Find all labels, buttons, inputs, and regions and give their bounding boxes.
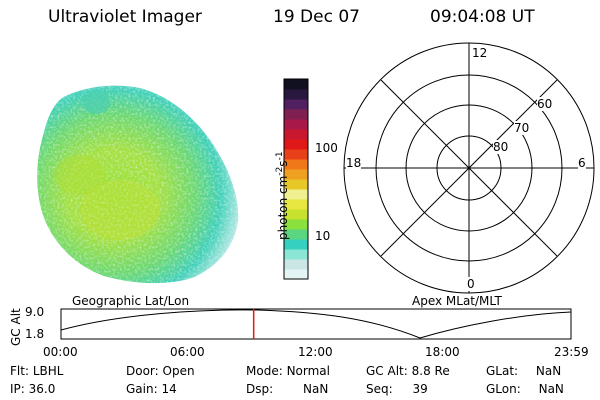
colorbar-swatch <box>284 219 308 230</box>
gcalt-value: 8.8 Re <box>411 364 450 378</box>
timeline-tick-0600: 06:00 <box>170 345 205 359</box>
colorbar-swatch <box>284 269 308 280</box>
polar-diagonal-b <box>380 79 558 257</box>
colorbar-swatch <box>284 229 308 240</box>
gcalt-label: GC Alt: <box>366 364 408 378</box>
mode-label: Mode: <box>246 364 283 378</box>
polar-label-18: 18 <box>346 156 362 170</box>
ip-label: IP: <box>10 382 25 396</box>
ip-field: IP: 36.0 <box>10 382 55 396</box>
timeline-tick-2359: 23:59 <box>554 345 589 359</box>
colorbar-swatch <box>284 99 308 110</box>
colorbar-border <box>283 78 309 280</box>
colorbar-swatch <box>284 239 308 250</box>
ip-value: 36.0 <box>28 382 56 396</box>
colorbar-swatch <box>284 149 308 160</box>
glat-value: NaN <box>535 364 562 378</box>
gain-label: Gain: <box>126 382 158 396</box>
colorbar-swatch <box>284 259 308 270</box>
gain-value: 14 <box>161 382 177 396</box>
dsp-field: Dsp: NaN <box>246 382 328 396</box>
colorbar-swatch <box>284 89 308 100</box>
mode-field: Mode: Normal <box>246 364 330 378</box>
colorbar-swatch <box>284 139 308 150</box>
altitude-curve <box>60 309 572 339</box>
colorbar-swatch <box>284 129 308 140</box>
colorbar-swatch <box>284 189 308 200</box>
geographic-label: Geographic Lat/Lon <box>72 294 190 308</box>
glon-label: GLon: <box>486 382 521 396</box>
timeline-tick-1800: 18:00 <box>425 345 460 359</box>
timeline-tick-1200: 12:00 <box>298 345 333 359</box>
colorbar-swatch <box>284 79 308 90</box>
flt-value: LBHL <box>32 364 64 378</box>
instrument-title: Ultraviolet Imager <box>48 7 202 27</box>
colorbar <box>283 78 309 280</box>
colorbar-swatch <box>284 209 308 220</box>
polar-label-12: 12 <box>472 46 488 60</box>
dsp-label: Dsp: <box>246 382 274 396</box>
timeline-ymax: 9.0 <box>25 305 45 319</box>
polar-label-70: 70 <box>514 121 530 135</box>
mode-value: Normal <box>286 364 330 378</box>
door-field: Door: Open <box>126 364 195 378</box>
gcalt-field: GC Alt: 8.8 Re <box>366 364 450 378</box>
colorbar-swatch <box>284 249 308 260</box>
polar-label-80: 80 <box>493 140 509 154</box>
colorbar-swatch <box>284 109 308 120</box>
glon-field: GLon: NaN <box>486 382 564 396</box>
glat-label: GLat: <box>486 364 519 378</box>
flt-field: Flt: LBHL <box>10 364 63 378</box>
gain-field: Gain: 14 <box>126 382 177 396</box>
colorbar-swatch <box>284 119 308 130</box>
time-label: 09:04:08 UT <box>430 7 535 27</box>
timeline-tick-0000: 00:00 <box>43 345 78 359</box>
colorbar-swatch <box>284 179 308 190</box>
seq-field: Seq: 39 <box>366 382 428 396</box>
dsp-value: NaN <box>302 382 329 396</box>
colorbar-swatch <box>284 159 308 170</box>
date-label: 19 Dec 07 <box>273 7 360 27</box>
polar-label-6: 6 <box>578 156 586 170</box>
glat-field: GLat: NaN <box>486 364 561 378</box>
apex-label: Apex MLat/MLT <box>412 294 502 308</box>
timeline-ymin: 1.8 <box>25 327 45 341</box>
colorbar-tick-10: 10 <box>315 229 331 243</box>
colorbar-swatch <box>284 169 308 180</box>
seq-label: Seq: <box>366 382 393 396</box>
glon-value: NaN <box>538 382 564 396</box>
seq-value: 39 <box>412 382 428 396</box>
polar-label-60: 60 <box>537 97 553 111</box>
colorbar-tick-100: 100 <box>315 141 338 155</box>
door-label: Door: <box>126 364 159 378</box>
polar-label-0: 0 <box>467 277 475 291</box>
door-value: Open <box>162 364 195 378</box>
colorbar-swatch <box>284 199 308 210</box>
timeline-frame <box>60 308 572 340</box>
flt-label: Flt: <box>10 364 29 378</box>
